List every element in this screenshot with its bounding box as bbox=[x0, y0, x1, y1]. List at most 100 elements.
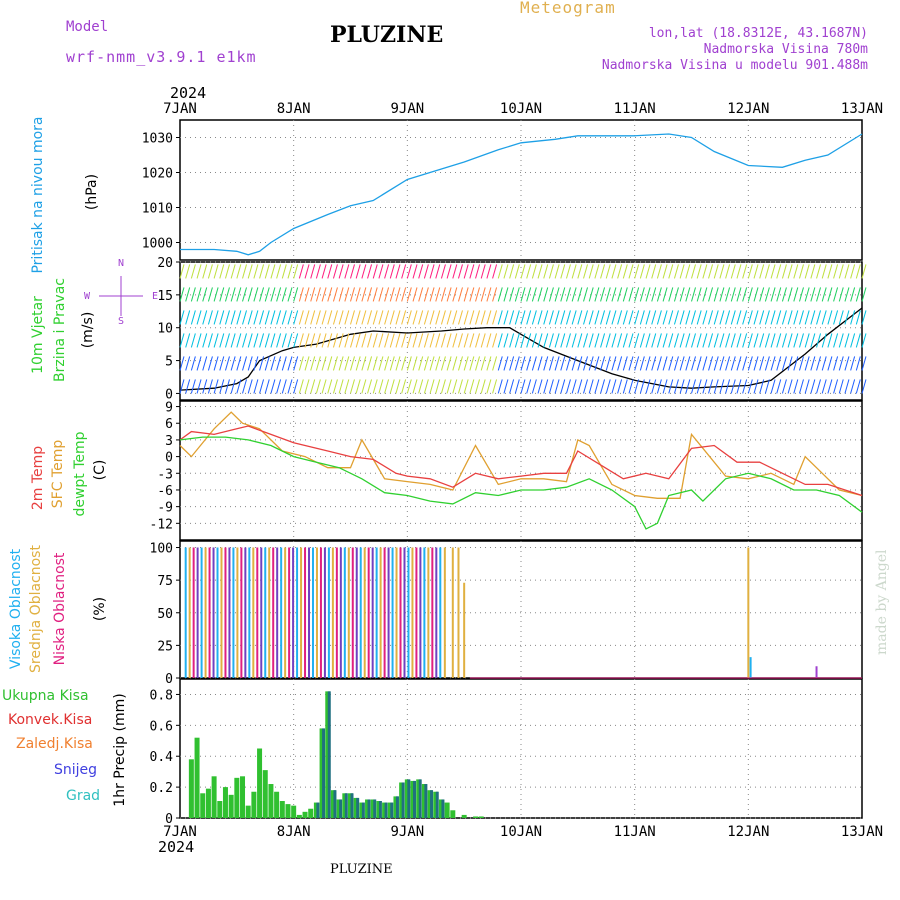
wind-barb bbox=[344, 264, 350, 279]
wind-barb bbox=[668, 264, 674, 279]
wind-barb bbox=[475, 310, 481, 325]
wind-barb bbox=[486, 379, 492, 394]
wind-barb bbox=[838, 264, 844, 279]
wind-barb bbox=[293, 264, 299, 279]
wind-barb bbox=[531, 310, 537, 325]
y-tick-label-cloud: 25 bbox=[157, 639, 173, 654]
wind-barb bbox=[804, 264, 810, 279]
wind-barb bbox=[378, 287, 384, 302]
precip-bar bbox=[222, 787, 228, 818]
wind-barb bbox=[412, 356, 418, 371]
wind-barb bbox=[799, 264, 804, 279]
wind-barb bbox=[793, 356, 799, 371]
wind-barb bbox=[298, 264, 304, 279]
pressure-line bbox=[180, 133, 863, 256]
y-tick-label-pressure: 1010 bbox=[142, 202, 173, 217]
precip-bar-snow bbox=[361, 802, 365, 818]
wind-barb bbox=[202, 379, 208, 394]
wind-barb bbox=[338, 264, 344, 279]
wind-barb bbox=[730, 310, 736, 325]
wind-barb bbox=[247, 356, 253, 371]
wind-barb bbox=[247, 264, 253, 279]
precip-bar bbox=[279, 801, 285, 818]
wind-barb bbox=[855, 310, 861, 325]
wind-barb bbox=[673, 356, 679, 371]
wind-barb bbox=[253, 264, 259, 279]
y-tick-label-precip: 0.4 bbox=[150, 750, 174, 765]
wind-barb bbox=[418, 310, 424, 325]
wind-barb bbox=[423, 356, 429, 371]
wind-barb bbox=[344, 379, 350, 394]
wind-barb bbox=[281, 310, 287, 325]
wind-barb bbox=[565, 379, 571, 394]
wind-barb bbox=[253, 310, 259, 325]
precip-bar bbox=[296, 814, 302, 818]
wind-barb bbox=[497, 379, 503, 394]
wind-barb bbox=[850, 333, 856, 348]
wind-barb bbox=[492, 264, 498, 279]
wind-barb bbox=[787, 287, 793, 302]
wind-barb bbox=[594, 310, 600, 325]
wind-barb bbox=[497, 287, 503, 302]
wind-barb bbox=[588, 264, 594, 279]
wind-barb bbox=[259, 379, 265, 394]
wind-barb bbox=[384, 379, 390, 394]
wind-barb bbox=[747, 379, 753, 394]
wind-barb bbox=[440, 379, 446, 394]
wind-barb bbox=[463, 379, 469, 394]
wind-barb bbox=[583, 310, 588, 325]
wind-barb bbox=[355, 379, 361, 394]
wind-barb bbox=[679, 310, 685, 325]
precip-axis-title: 1hr Precip (mm) bbox=[112, 693, 128, 806]
mid-cloud-axis-title: Srednja Oblacnost bbox=[28, 545, 44, 673]
wind-barb bbox=[833, 333, 839, 348]
wind-barb bbox=[810, 264, 816, 279]
wind-barb bbox=[207, 310, 213, 325]
wind-barb bbox=[514, 356, 520, 371]
y-tick-label-pressure: 1020 bbox=[142, 167, 173, 182]
precip-bar bbox=[188, 759, 194, 818]
wind-barb bbox=[827, 333, 833, 348]
wind-barb bbox=[185, 287, 191, 302]
wind-barb bbox=[617, 310, 623, 325]
wind-barb bbox=[730, 287, 736, 302]
high-cloud-axis-title: Visoka Oblacnost bbox=[8, 548, 24, 669]
wind-barb bbox=[332, 287, 338, 302]
wind-barb bbox=[679, 356, 685, 371]
x-tick-label-top: 13JAN bbox=[841, 101, 883, 117]
wind-barb bbox=[531, 264, 537, 279]
precip-bar-snow bbox=[413, 780, 417, 818]
wind-barb bbox=[861, 333, 867, 348]
wind-barb bbox=[332, 264, 338, 279]
wind-barb bbox=[736, 287, 742, 302]
wind-barb bbox=[526, 356, 532, 371]
wind-barb bbox=[691, 379, 696, 394]
wind-barb bbox=[202, 333, 208, 348]
wind-barb bbox=[583, 287, 588, 302]
precip-bar-snow bbox=[418, 779, 422, 818]
wind-barb bbox=[708, 379, 714, 394]
precip-bar bbox=[205, 788, 211, 818]
wind-axis-subtitle: Brzina i Pravac bbox=[52, 278, 68, 382]
wind-barb bbox=[747, 310, 753, 325]
wind-barb bbox=[696, 333, 702, 348]
wind-barb bbox=[276, 379, 282, 394]
wind-barb bbox=[190, 333, 196, 348]
wind-barb bbox=[821, 379, 827, 394]
wind-barb bbox=[708, 287, 714, 302]
wind-barb bbox=[634, 310, 640, 325]
wind-barb bbox=[384, 287, 390, 302]
wind-barb bbox=[429, 356, 435, 371]
wind-barb bbox=[276, 264, 282, 279]
x-tick-label-bottom: 13JAN bbox=[841, 824, 883, 840]
wind-barb bbox=[310, 310, 316, 325]
wind-barb bbox=[747, 287, 753, 302]
wind-barb bbox=[321, 310, 327, 325]
precip-bar bbox=[308, 808, 314, 818]
wind-barb bbox=[742, 333, 748, 348]
wind-barb bbox=[861, 310, 867, 325]
wind-barb bbox=[412, 287, 418, 302]
wind-barb bbox=[793, 287, 799, 302]
wind-barb bbox=[662, 310, 668, 325]
wind-barb bbox=[565, 287, 571, 302]
